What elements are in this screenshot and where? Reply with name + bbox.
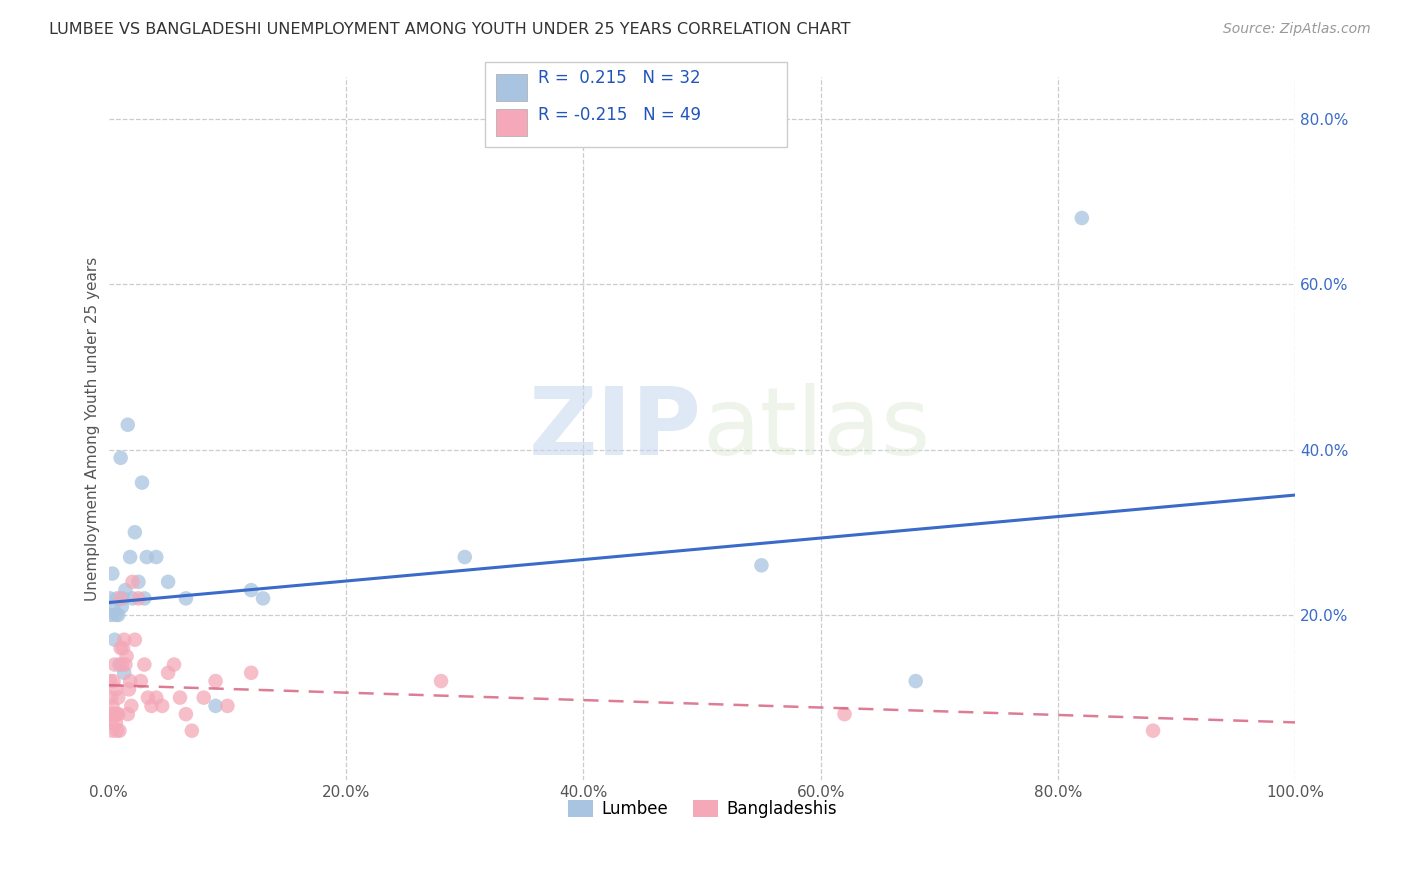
Point bbox=[169, 690, 191, 705]
Point bbox=[111, 591, 134, 606]
Point bbox=[134, 657, 156, 672]
Point bbox=[120, 698, 142, 713]
Point bbox=[193, 690, 215, 705]
Point bbox=[120, 674, 142, 689]
Point bbox=[129, 674, 152, 689]
Point bbox=[174, 591, 197, 606]
Point bbox=[121, 574, 143, 589]
Text: atlas: atlas bbox=[702, 383, 931, 475]
Point bbox=[114, 657, 136, 672]
Point bbox=[103, 674, 125, 689]
Point bbox=[240, 665, 263, 680]
Point bbox=[107, 690, 129, 705]
Point bbox=[111, 640, 134, 655]
Point bbox=[454, 549, 477, 564]
Text: Source: ZipAtlas.com: Source: ZipAtlas.com bbox=[1223, 22, 1371, 37]
Point bbox=[112, 632, 135, 647]
Point bbox=[430, 674, 453, 689]
Point bbox=[100, 690, 122, 705]
Point bbox=[131, 475, 153, 490]
Point bbox=[110, 640, 132, 655]
Point bbox=[145, 549, 167, 564]
Point bbox=[112, 665, 135, 680]
Point bbox=[204, 674, 226, 689]
Point bbox=[101, 698, 124, 713]
Point bbox=[120, 549, 142, 564]
Text: R =  0.215   N = 32: R = 0.215 N = 32 bbox=[538, 70, 702, 87]
Point bbox=[134, 591, 156, 606]
Point bbox=[100, 607, 122, 622]
Point bbox=[104, 682, 127, 697]
Point bbox=[141, 698, 163, 713]
Point bbox=[98, 591, 121, 606]
Point bbox=[108, 657, 131, 672]
Point bbox=[180, 723, 202, 738]
Point bbox=[105, 707, 128, 722]
Point bbox=[110, 450, 132, 465]
Point bbox=[751, 558, 773, 573]
Point bbox=[174, 707, 197, 722]
Point bbox=[107, 607, 129, 622]
Point bbox=[135, 549, 157, 564]
Point bbox=[904, 674, 927, 689]
Point bbox=[104, 607, 127, 622]
Point bbox=[98, 707, 121, 722]
Text: ZIP: ZIP bbox=[529, 383, 702, 475]
Point bbox=[110, 591, 132, 606]
Point bbox=[98, 674, 121, 689]
Point bbox=[157, 574, 180, 589]
Point bbox=[117, 417, 139, 432]
Point bbox=[105, 591, 128, 606]
Point bbox=[100, 715, 122, 730]
Point bbox=[124, 632, 146, 647]
Point bbox=[101, 723, 124, 738]
Point bbox=[105, 723, 128, 738]
Point bbox=[127, 574, 149, 589]
Point bbox=[163, 657, 186, 672]
Y-axis label: Unemployment Among Youth under 25 years: Unemployment Among Youth under 25 years bbox=[86, 257, 100, 601]
Point bbox=[103, 599, 125, 614]
Point bbox=[111, 657, 134, 672]
Point bbox=[124, 525, 146, 540]
Point bbox=[145, 690, 167, 705]
Point bbox=[118, 682, 141, 697]
Point bbox=[115, 649, 138, 664]
Point bbox=[107, 707, 129, 722]
Point bbox=[114, 583, 136, 598]
Point bbox=[104, 715, 127, 730]
Point bbox=[150, 698, 173, 713]
Point bbox=[104, 632, 127, 647]
Legend: Lumbee, Bangladeshis: Lumbee, Bangladeshis bbox=[561, 793, 844, 825]
Text: R = -0.215   N = 49: R = -0.215 N = 49 bbox=[538, 106, 702, 124]
Point bbox=[104, 657, 127, 672]
Point bbox=[1070, 211, 1092, 225]
Point bbox=[136, 690, 159, 705]
Point bbox=[240, 583, 263, 598]
Point bbox=[157, 665, 180, 680]
Point bbox=[127, 591, 149, 606]
Point bbox=[108, 723, 131, 738]
Point bbox=[252, 591, 274, 606]
Point bbox=[103, 707, 125, 722]
Point bbox=[217, 698, 239, 713]
Point bbox=[104, 707, 127, 722]
Point bbox=[1142, 723, 1164, 738]
Point bbox=[121, 591, 143, 606]
Text: LUMBEE VS BANGLADESHI UNEMPLOYMENT AMONG YOUTH UNDER 25 YEARS CORRELATION CHART: LUMBEE VS BANGLADESHI UNEMPLOYMENT AMONG… bbox=[49, 22, 851, 37]
Point bbox=[204, 698, 226, 713]
Point bbox=[101, 566, 124, 581]
Point bbox=[111, 599, 134, 614]
Point bbox=[117, 707, 139, 722]
Point bbox=[834, 707, 856, 722]
